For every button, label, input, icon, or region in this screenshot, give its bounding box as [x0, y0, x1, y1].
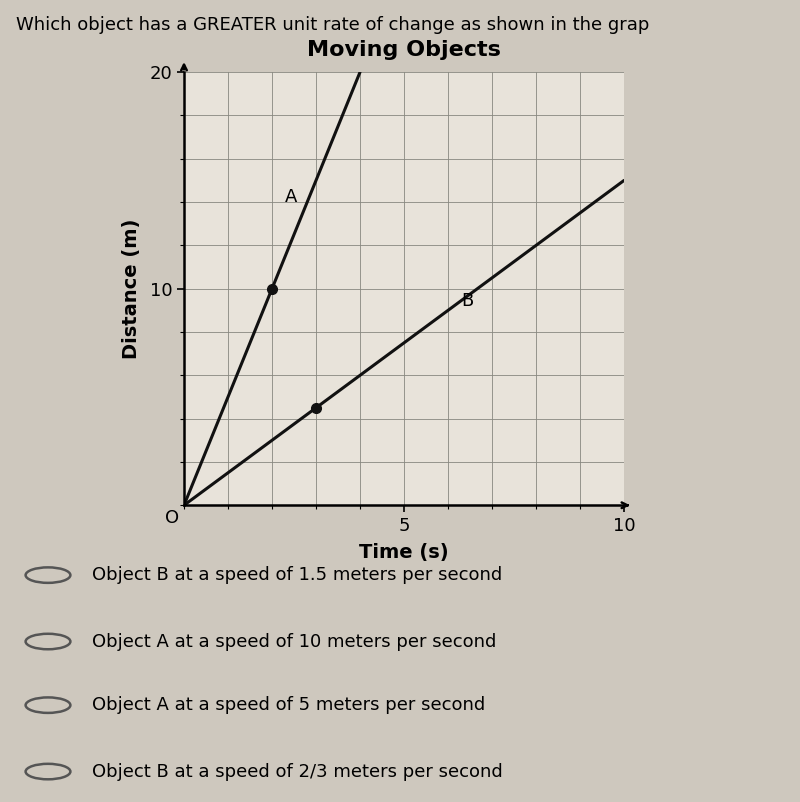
Y-axis label: Distance (m): Distance (m) [122, 218, 141, 359]
X-axis label: Time (s): Time (s) [359, 544, 449, 562]
Text: Object B at a speed of 2/3 meters per second: Object B at a speed of 2/3 meters per se… [92, 763, 502, 780]
Title: Moving Objects: Moving Objects [307, 39, 501, 59]
Text: B: B [461, 292, 474, 310]
Text: Object B at a speed of 1.5 meters per second: Object B at a speed of 1.5 meters per se… [92, 566, 502, 584]
Text: Object A at a speed of 10 meters per second: Object A at a speed of 10 meters per sec… [92, 633, 496, 650]
Text: Which object has a GREATER unit rate of change as shown in the grap: Which object has a GREATER unit rate of … [16, 16, 650, 34]
Text: A: A [285, 188, 298, 206]
Text: O: O [165, 509, 179, 527]
Text: Object A at a speed of 5 meters per second: Object A at a speed of 5 meters per seco… [92, 696, 486, 714]
